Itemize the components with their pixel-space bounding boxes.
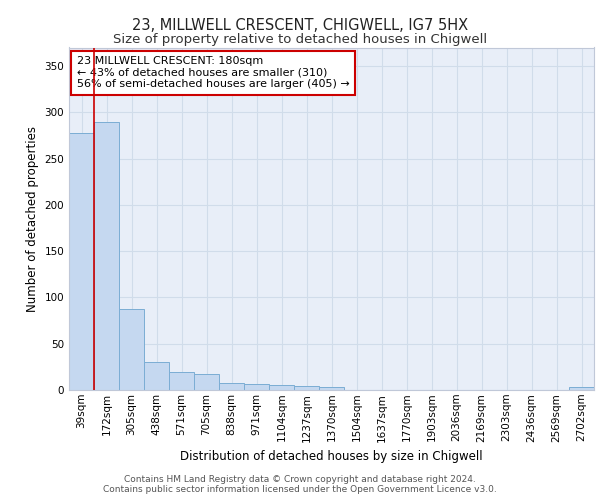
- Bar: [144, 362, 169, 390]
- Text: Size of property relative to detached houses in Chigwell: Size of property relative to detached ho…: [113, 32, 487, 46]
- Bar: [69, 132, 94, 390]
- Bar: [244, 384, 269, 390]
- X-axis label: Distribution of detached houses by size in Chigwell: Distribution of detached houses by size …: [180, 450, 483, 463]
- Bar: [294, 386, 319, 390]
- Text: Contains HM Land Registry data © Crown copyright and database right 2024.
Contai: Contains HM Land Registry data © Crown c…: [103, 474, 497, 494]
- Bar: [94, 122, 119, 390]
- Bar: [269, 386, 294, 390]
- Text: 23, MILLWELL CRESCENT, CHIGWELL, IG7 5HX: 23, MILLWELL CRESCENT, CHIGWELL, IG7 5HX: [132, 18, 468, 32]
- Text: 23 MILLWELL CRESCENT: 180sqm
← 43% of detached houses are smaller (310)
56% of s: 23 MILLWELL CRESCENT: 180sqm ← 43% of de…: [77, 56, 350, 90]
- Bar: [194, 374, 219, 390]
- Bar: [119, 310, 144, 390]
- Bar: [569, 387, 594, 390]
- Bar: [219, 382, 244, 390]
- Y-axis label: Number of detached properties: Number of detached properties: [26, 126, 39, 312]
- Bar: [169, 372, 194, 390]
- Bar: [319, 387, 344, 390]
